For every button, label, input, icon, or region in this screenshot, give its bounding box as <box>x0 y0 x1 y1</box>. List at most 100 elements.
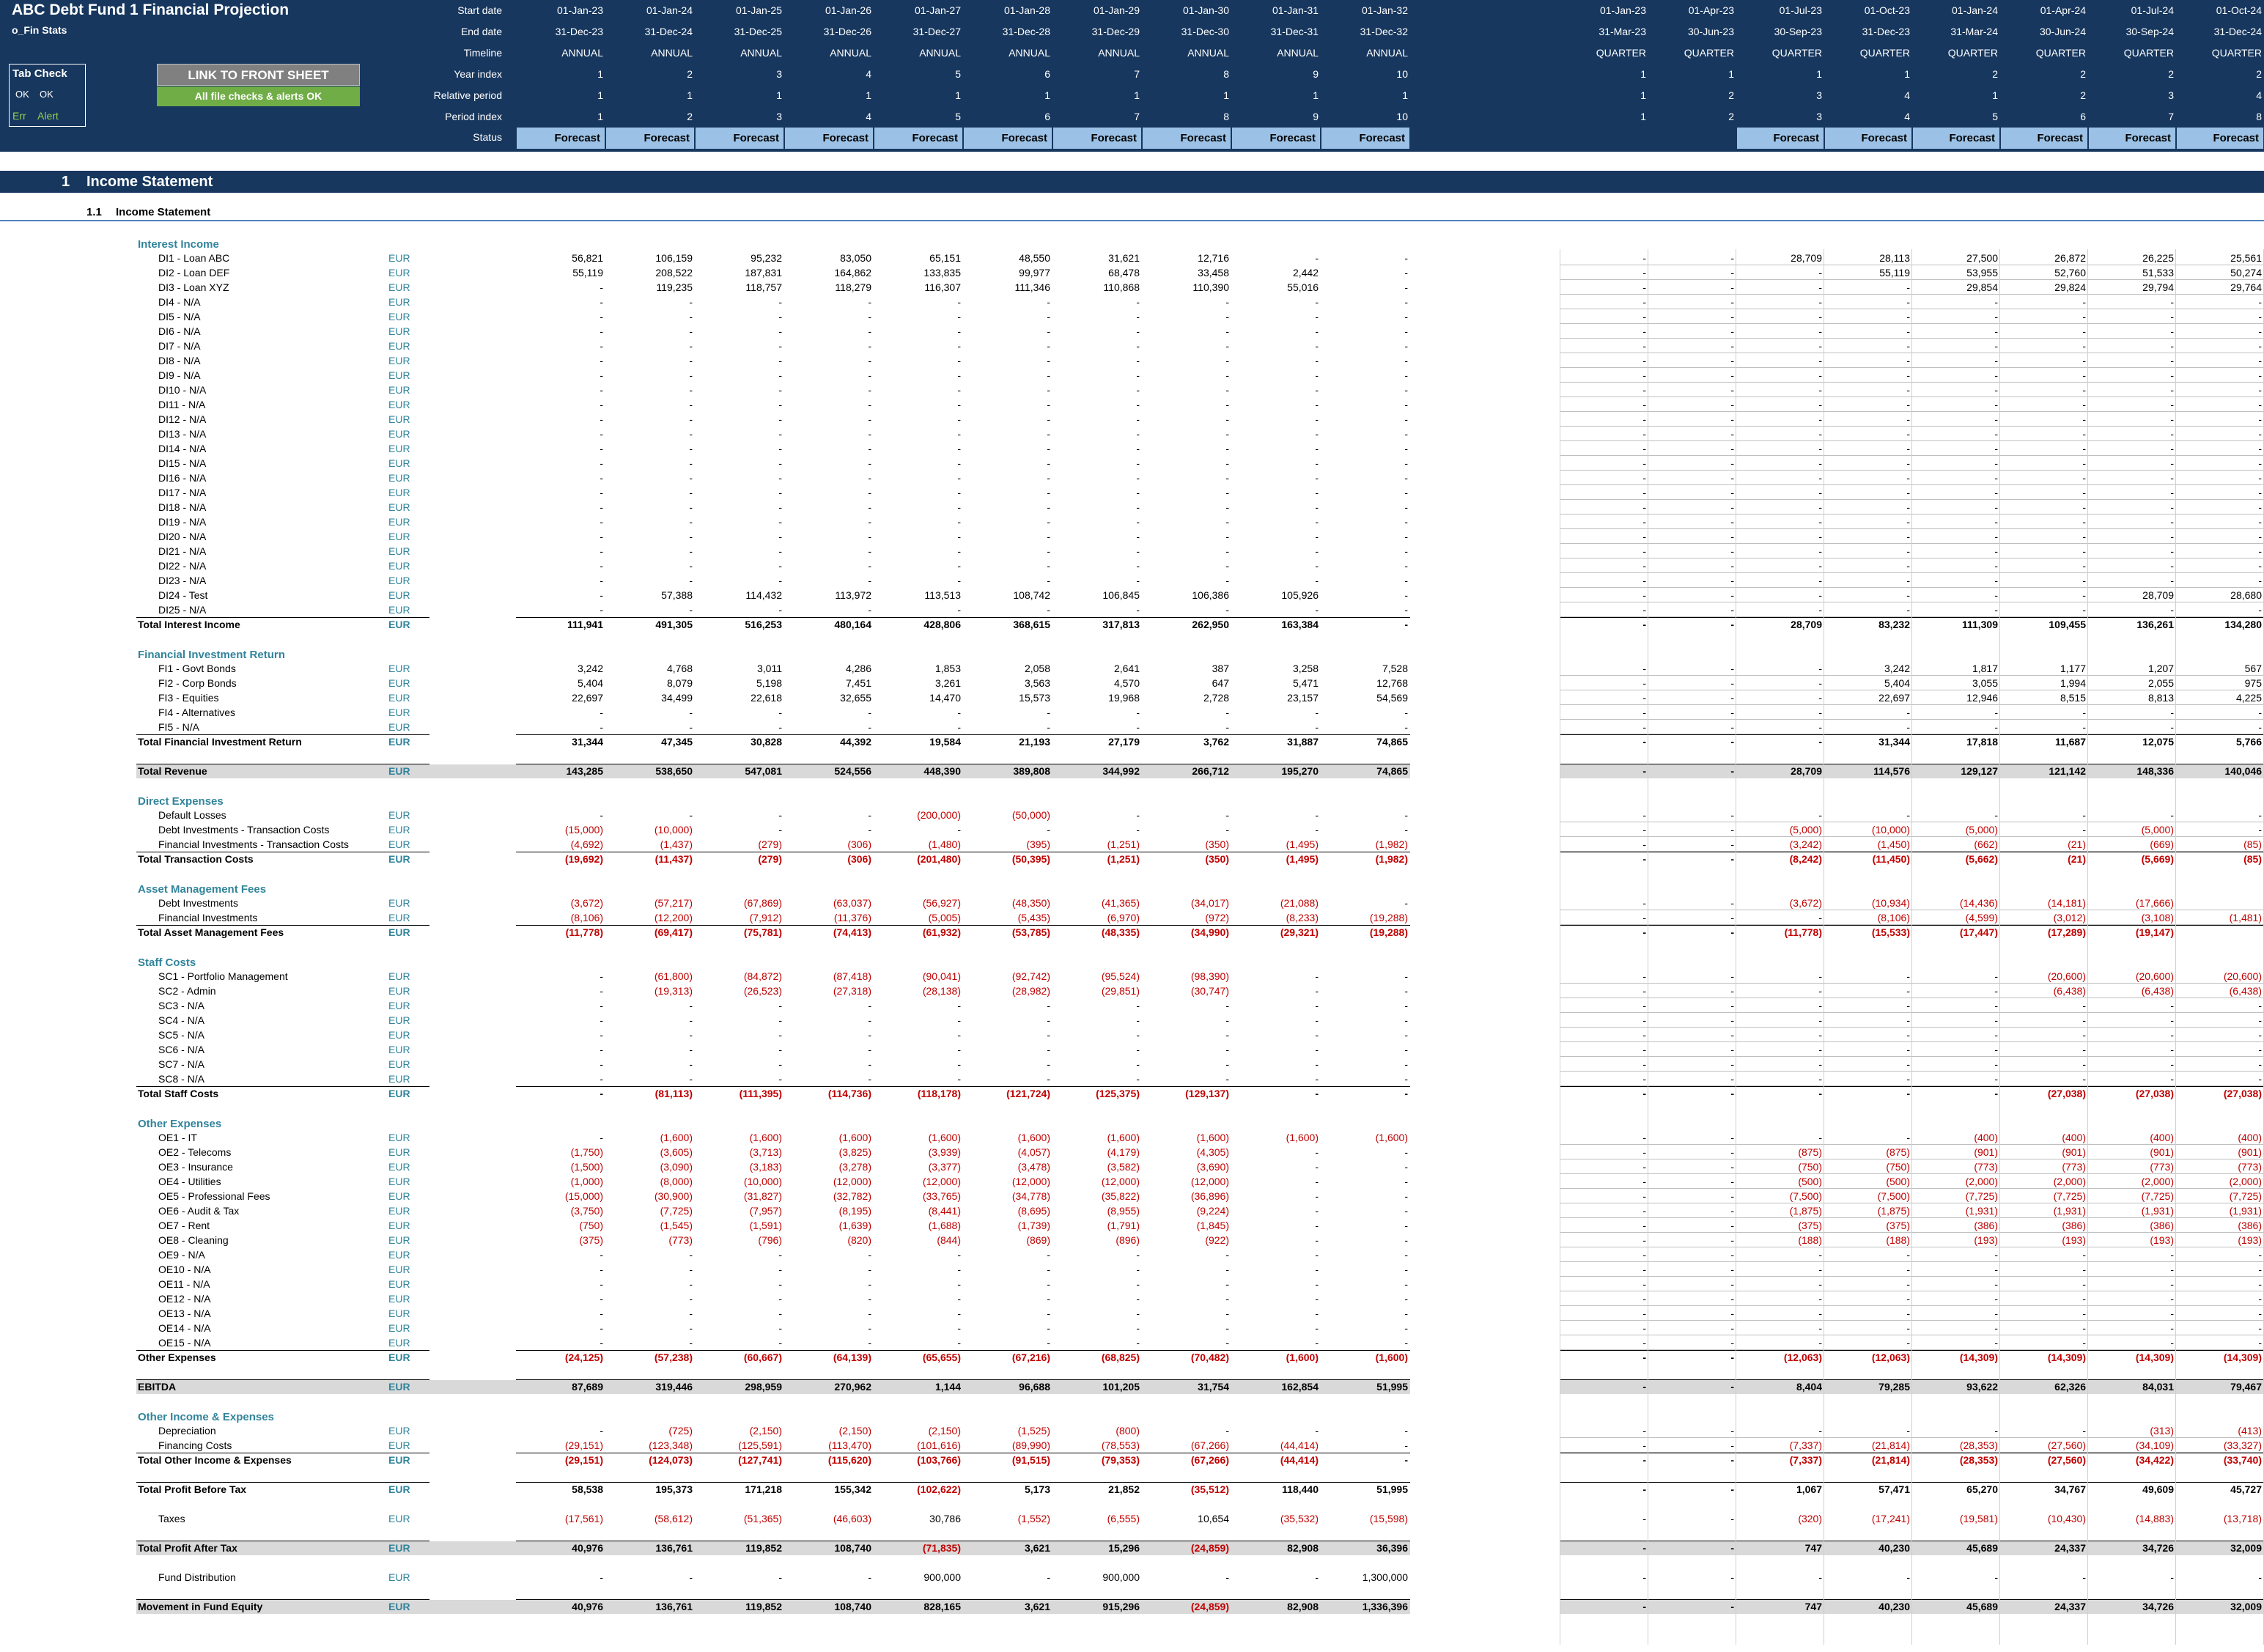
annual-value: (1,845) <box>1196 1220 1229 1231</box>
quarter-value: - <box>2170 369 2174 381</box>
annual-value: 3,762 <box>1203 736 1229 748</box>
annual-value: - <box>1136 399 1140 410</box>
annual-value: - <box>778 824 782 836</box>
quarter-value: (400) <box>2238 1132 2262 1143</box>
quarter-value: - <box>2258 1322 2262 1334</box>
quarter-value: - <box>2082 1029 2086 1041</box>
quarter-value: - <box>1906 413 1910 425</box>
quarter-value: - <box>1642 721 1646 733</box>
annual-value: 111,941 <box>567 619 603 630</box>
annual-value: - <box>1136 604 1140 616</box>
annual-value: - <box>1315 1088 1319 1099</box>
annual-value: - <box>1225 443 1229 454</box>
unit-label: EUR <box>388 985 410 997</box>
annual-value: - <box>1315 487 1319 498</box>
quarter-col-divider <box>2175 249 2176 1645</box>
quarter-value: - <box>1906 1058 1910 1070</box>
unit-label: EUR <box>388 369 410 381</box>
annual-value: (17,561) <box>564 1513 603 1524</box>
annual-value: - <box>689 355 693 366</box>
quarter_cols-year-2: 1 <box>1728 68 1734 80</box>
annual-value: - <box>868 604 871 616</box>
quarter-value: - <box>1906 1264 1910 1275</box>
quarter-value: - <box>1730 281 1734 293</box>
quarter-value: - <box>2258 809 2262 821</box>
quarter-value: - <box>1730 1190 1734 1202</box>
annual-value: - <box>1404 516 1408 528</box>
quarter-value: - <box>1730 399 1734 410</box>
annual-value: 34,499 <box>661 692 693 704</box>
annual-value: - <box>1136 545 1140 557</box>
quarter-value: 136,261 <box>2136 619 2174 630</box>
unit-label: EUR <box>388 1249 410 1261</box>
annual-value: - <box>778 531 782 542</box>
annual-value: 195,373 <box>655 1483 693 1495</box>
quarter-value: - <box>1906 575 1910 586</box>
quarter-value: - <box>1994 501 1998 513</box>
quarter-value: - <box>1730 1542 1734 1554</box>
quarter-value: - <box>2082 1322 2086 1334</box>
quarter-value: 50,274 <box>2230 267 2262 279</box>
unit-label: EUR <box>388 575 410 586</box>
annual-value: (3,183) <box>749 1161 782 1173</box>
quarter_cols-year-3: 1 <box>1816 68 1822 80</box>
quarter-value: - <box>1730 1000 1734 1011</box>
quarter-value: - <box>1906 985 1910 997</box>
annual-value: - <box>868 1249 871 1261</box>
annual-value: - <box>1136 487 1140 498</box>
annual-value: - <box>1315 1073 1319 1085</box>
quarter-value: - <box>1730 1381 1734 1393</box>
quarter-value: - <box>1906 809 1910 821</box>
annual-value: - <box>1404 1439 1408 1451</box>
quarter-value: 109,455 <box>2049 619 2086 630</box>
quarter-value: (85) <box>2243 838 2262 850</box>
annual-value: - <box>1315 443 1319 454</box>
link-to-front-sheet-button[interactable]: LINK TO FRONT SHEET <box>157 64 360 86</box>
annual-value: - <box>1225 1249 1229 1261</box>
unit-label: EUR <box>388 1439 410 1451</box>
quarter_cols-year-1: 1 <box>1640 68 1646 80</box>
quarter-value: (34,109) <box>2135 1439 2174 1451</box>
unit-label: EUR <box>388 721 410 733</box>
annual-value: 270,962 <box>834 1381 871 1393</box>
annual-value: (796) <box>758 1234 782 1246</box>
annual-value: - <box>1315 325 1319 337</box>
annual-value: - <box>1315 516 1319 528</box>
quarter-value: 84,031 <box>2142 1381 2174 1393</box>
annual-value: 36,396 <box>1376 1542 1408 1554</box>
annual_cols-status-9: Forecast <box>1232 128 1320 149</box>
quarter-value: - <box>1818 692 1822 704</box>
annual-value: - <box>1047 575 1050 586</box>
header-band: ABC Debt Fund 1 Financial Projection o_F… <box>0 0 2264 152</box>
total-row-shade-annual <box>136 1380 1410 1394</box>
annual-value: - <box>1047 531 1050 542</box>
quarter_cols-timeline-5: QUARTER <box>1947 47 1998 59</box>
annual-value: - <box>868 1571 871 1583</box>
header-label-rel: Relative period <box>433 89 502 101</box>
quarter-value: - <box>2082 369 2086 381</box>
annual-value: - <box>957 1058 961 1070</box>
annual-value: - <box>600 472 603 484</box>
quarter-value: (7,725) <box>1965 1190 1998 1202</box>
annual_cols-end-7: 31-Dec-29 <box>1091 26 1140 37</box>
quarter-value: - <box>2082 443 2086 454</box>
annual-value: - <box>1136 355 1140 366</box>
row-label: DI24 - Test <box>158 589 208 601</box>
quarter_cols-idx-8: 8 <box>2256 111 2262 122</box>
unit-label: EUR <box>388 1483 410 1495</box>
annual-value: - <box>868 560 871 572</box>
unit-label: EUR <box>388 384 410 396</box>
annual-value: - <box>1047 399 1050 410</box>
quarter-value: - <box>1994 1249 1998 1261</box>
annual-value: 7,528 <box>1382 663 1408 674</box>
quarter_cols-idx-5: 5 <box>1992 111 1998 122</box>
quarter-value: 57,471 <box>1878 1483 1910 1495</box>
annual-value: - <box>1047 1249 1050 1261</box>
section-number: 1 <box>62 174 70 190</box>
annual-value: - <box>1404 604 1408 616</box>
annual-value: (19,692) <box>564 853 603 865</box>
annual-value: (3,377) <box>928 1161 961 1173</box>
quarter_cols-rel-8: 4 <box>2256 89 2262 101</box>
annual_cols-end-2: 31-Dec-24 <box>644 26 693 37</box>
annual-value: 3,242 <box>577 663 603 674</box>
